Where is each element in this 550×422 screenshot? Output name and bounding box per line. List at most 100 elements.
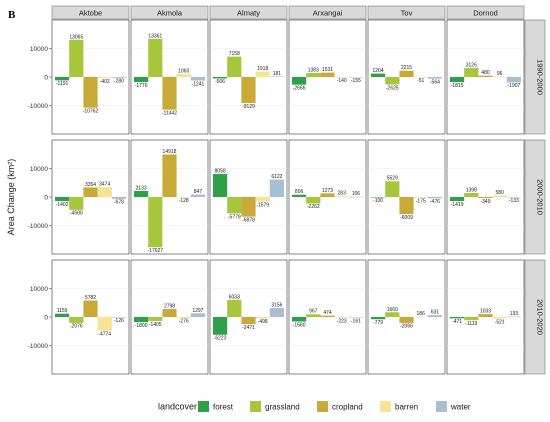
data-label-cropland: 1273	[322, 188, 333, 194]
strip-label-dornod: Dornod	[473, 9, 498, 18]
bar-cropland	[399, 317, 414, 323]
data-label-barren: -51	[417, 78, 424, 84]
bar-barren	[176, 317, 191, 318]
data-label-cropland: -349	[480, 199, 490, 205]
data-label-grassland: 7158	[229, 51, 240, 57]
data-label-barren: 580	[496, 190, 505, 196]
bar-grassland	[227, 197, 242, 214]
data-label-cropland: -6878	[242, 217, 255, 223]
data-label-water: -133	[509, 198, 519, 204]
data-label-forest: -506	[215, 79, 225, 85]
data-label-barren: -4774	[98, 331, 111, 337]
bar-water	[506, 197, 521, 198]
legend-swatch-water	[436, 401, 447, 412]
bar-water	[269, 308, 284, 317]
data-label-forest: -2666	[293, 85, 306, 91]
bar-cropland	[241, 317, 256, 325]
strip-label-2000-2010: 2000-2010	[536, 179, 545, 215]
y-tick-label: 0	[44, 314, 48, 321]
bar-grassland	[148, 197, 163, 248]
data-label-cropland: -2471	[242, 325, 255, 331]
bar-cropland	[241, 197, 256, 217]
bar-barren	[413, 77, 428, 78]
bar-barren	[255, 197, 270, 202]
bar-water	[427, 77, 442, 79]
bar-barren	[176, 197, 191, 198]
bar-grassland	[306, 197, 321, 204]
data-label-forest: -1800	[135, 323, 148, 329]
data-label-barren: -175	[416, 198, 426, 204]
bar-cropland	[320, 72, 335, 77]
bar-water	[348, 196, 363, 198]
data-label-barren: -140	[337, 78, 347, 84]
data-label-cropland: -9129	[242, 104, 255, 110]
data-label-cropland: 480	[481, 70, 490, 76]
data-label-cropland: 5782	[85, 295, 96, 301]
bar-forest	[371, 197, 386, 198]
bar-water	[348, 77, 363, 78]
strip-2000-2010	[524, 139, 546, 255]
bar-barren	[97, 77, 112, 79]
bar-forest	[55, 77, 70, 81]
legend-entry-cropland: cropland	[332, 403, 363, 412]
bar-water	[427, 197, 442, 199]
legend-title: landcover	[158, 402, 197, 412]
data-label-water: -1241	[192, 81, 205, 87]
data-label-grassland: 1383	[308, 68, 319, 74]
bar-forest	[134, 77, 149, 83]
legend-entry-grassland: grassland	[265, 403, 300, 412]
bar-cropland	[320, 315, 335, 317]
bar-barren	[334, 196, 349, 197]
bar-water	[348, 317, 363, 318]
strip-dornod	[446, 5, 525, 20]
panel-label: B	[8, 9, 16, 21]
bar-forest	[450, 77, 465, 83]
bar-cropland	[162, 309, 177, 317]
data-label-barren: 1060	[178, 68, 189, 74]
bar-barren	[413, 316, 428, 317]
bar-barren	[492, 76, 507, 78]
strip-almaty	[209, 5, 288, 20]
data-label-grassland: 5529	[387, 176, 398, 182]
data-label-forest: -471	[452, 319, 462, 325]
strip-2010-2020	[524, 259, 546, 375]
data-label-barren: 186	[417, 311, 426, 317]
strip-label-2010-2020: 2010-2020	[536, 299, 545, 335]
data-label-grassland: 6033	[229, 294, 240, 300]
data-label-grassland: -1119	[465, 321, 477, 327]
bar-water	[506, 77, 521, 83]
bar-grassland	[69, 39, 84, 77]
bar-grassland	[385, 312, 400, 317]
data-label-water: 133	[510, 311, 519, 317]
data-label-barren: -402	[100, 79, 110, 85]
bar-cropland	[83, 187, 98, 197]
strip-label-tov: Tov	[401, 9, 413, 18]
data-label-water: 3156	[271, 303, 282, 309]
data-label-forest: -1419	[451, 202, 464, 208]
strip-label-almaty: Almaty	[237, 9, 260, 18]
data-label-barren: 283	[338, 191, 347, 197]
bar-cropland	[399, 70, 414, 77]
data-label-barren: 1918	[257, 66, 268, 72]
y-tick-label: -10000	[28, 103, 49, 110]
bar-water	[111, 77, 126, 78]
data-label-grassland: -2262	[307, 204, 320, 210]
data-label-grassland: 3126	[466, 63, 477, 69]
bar-forest	[292, 317, 307, 322]
bar-forest	[134, 190, 149, 197]
bar-barren	[334, 317, 349, 318]
y-tick-label: -10000	[28, 223, 49, 230]
data-label-forest: 1204	[373, 68, 384, 74]
data-label-forest: -1815	[451, 83, 464, 89]
data-label-grassland: 1660	[387, 307, 398, 313]
bar-forest	[292, 77, 307, 85]
strip-tov	[367, 5, 446, 20]
bar-cropland	[162, 154, 177, 197]
data-label-barren: -128	[179, 198, 189, 204]
bar-grassland	[464, 68, 479, 77]
bar-grassland	[464, 317, 479, 321]
data-label-cropland: 14918	[163, 149, 177, 155]
bar-barren	[492, 195, 507, 197]
legend-swatch-cropland	[317, 401, 328, 412]
bar-grassland	[306, 314, 321, 317]
